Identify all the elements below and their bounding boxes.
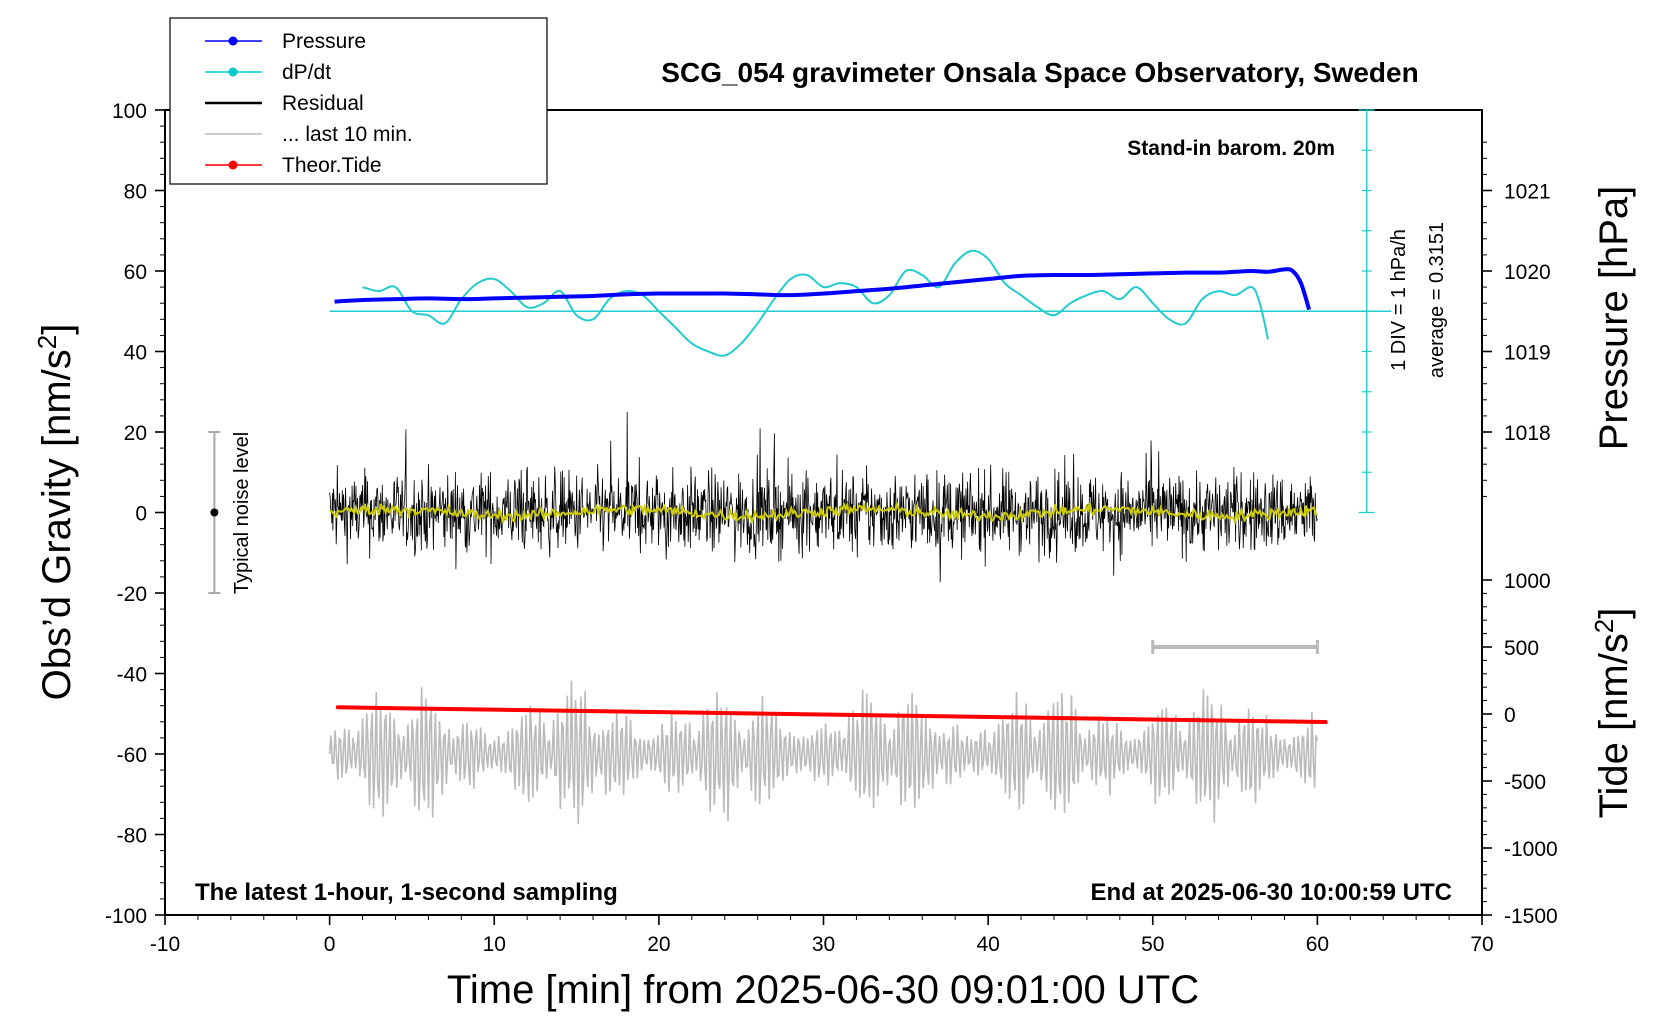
x-tick-label: 0 [324, 933, 336, 956]
pressure-axis-label: Pressure [hPa] [1592, 186, 1636, 451]
legend-item-label: dP/dt [282, 61, 331, 84]
y-tick-label: 20 [124, 422, 147, 445]
left-y-axis-label-sup: 2 [32, 335, 62, 349]
tide-tick-label: -1500 [1504, 905, 1558, 928]
x-tick-label: 10 [483, 933, 506, 956]
series-residual [329, 411, 1318, 583]
tide-axis-label-main: Tide [nm/s [1592, 633, 1636, 818]
y-tick-label: 0 [135, 503, 147, 526]
series-running-mean [329, 500, 1318, 526]
tide-tick-label: 500 [1504, 637, 1539, 660]
div-note: 1 DIV = 1 hPa/h [1388, 229, 1410, 371]
tide-tick-label: -1000 [1504, 838, 1558, 861]
y-tick-label: 40 [124, 342, 147, 365]
x-tick-label: 50 [1141, 933, 1164, 956]
pressure-tick-label: 1019 [1504, 342, 1551, 365]
tide-tick-label: -500 [1504, 771, 1546, 794]
legend-item-label: Pressure [282, 30, 366, 53]
legend: Pressure dP/dt Residual ... last 10 min. The… [169, 17, 548, 185]
y-tick-label: -100 [105, 905, 147, 928]
legend-box [169, 17, 548, 185]
left-y-axis-label-close: ] [35, 324, 79, 335]
tide-axis-label-close: ] [1592, 608, 1636, 619]
x-tick-label: 20 [647, 933, 670, 956]
noise-bar-center-dot [210, 508, 219, 517]
x-axis-label: Time [min] from 2025-06-30 09:01:00 UTC [447, 968, 1199, 1012]
y-tick-label: 100 [112, 100, 147, 123]
pressure-tick-label: 1020 [1504, 261, 1551, 284]
barometer-note: Stand-in barom. 20m [1127, 137, 1335, 160]
legend-item-label: ... last 10 min. [282, 123, 413, 146]
x-tick-label: 30 [812, 933, 835, 956]
tide-tick-label: 0 [1504, 704, 1516, 727]
y-tick-label: -40 [117, 664, 147, 687]
noise-level-label: Typical noise level [231, 432, 253, 594]
series-theor-tide [335, 705, 1328, 725]
bottom-right-note: End at 2025-06-30 10:00:59 UTC [1091, 879, 1453, 906]
y-tick-label: 80 [124, 181, 147, 204]
series-last-10-min [328, 680, 1319, 825]
legend-item-label: Residual [282, 92, 364, 115]
series-dpdt [362, 249, 1269, 357]
y-tick-label: 60 [124, 261, 147, 284]
x-tick-label: 40 [976, 933, 999, 956]
legend-swatch-marker [228, 67, 238, 77]
pressure-tick-label: 1018 [1504, 422, 1551, 445]
left-y-axis-label: Obs’d Gravity [nm/s2] [32, 324, 79, 701]
x-tick-label: 70 [1470, 933, 1493, 956]
dpdt-scale-axis [1358, 109, 1375, 514]
y-tick-label: -80 [117, 825, 147, 848]
tide-axis: -1500 -1000 -500 0 500 1000 [1482, 570, 1558, 928]
x-tick-label: -10 [150, 933, 180, 956]
pressure-tick-label: 1021 [1504, 181, 1551, 204]
x-axis: -10 0 10 20 30 40 50 60 70 [150, 915, 1494, 956]
average-note: average = 0.3151 [1426, 222, 1448, 378]
chart-title: SCG_054 gravimeter Onsala Space Observat… [661, 57, 1418, 88]
legend-swatch-marker [228, 160, 238, 170]
bottom-left-note: The latest 1-hour, 1-second sampling [195, 879, 618, 906]
pressure-axis: 1018 1019 1020 1021 [1482, 141, 1551, 497]
tide-axis-label-sup: 2 [1589, 619, 1619, 633]
tide-axis-label: Tide [nm/s2] [1589, 608, 1636, 819]
series-pressure [334, 267, 1312, 311]
y-tick-label: -20 [117, 583, 147, 606]
tide-tick-label: 1000 [1504, 570, 1551, 593]
x-tick-label: 60 [1306, 933, 1329, 956]
legend-swatch-marker [228, 36, 238, 46]
series-group [208, 249, 1392, 825]
legend-item-label: Theor.Tide [282, 154, 382, 177]
left-y-axis-label-main: Obs’d Gravity [nm/s [35, 349, 79, 700]
left-y-axis: -100 -80 -60 -40 -20 0 20 40 60 80 100 [105, 100, 165, 928]
y-tick-label: -60 [117, 744, 147, 767]
